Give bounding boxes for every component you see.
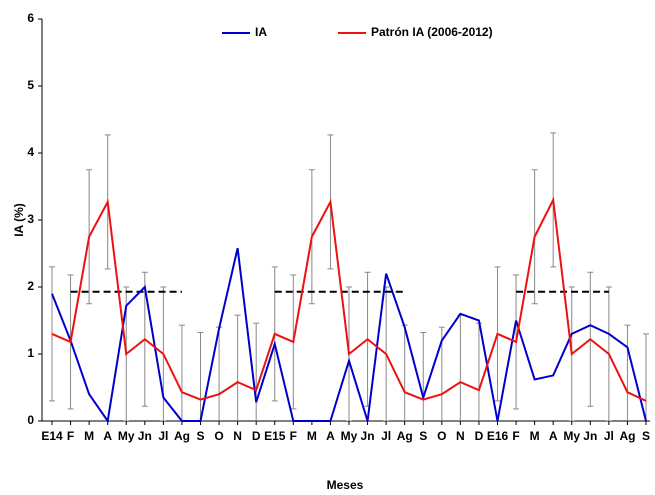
x-tick-label: Jn [583, 429, 597, 443]
x-tick-label: F [290, 429, 297, 443]
legend-label: IA [255, 25, 267, 39]
x-tick-label: A [326, 429, 335, 443]
x-tick-label: O [214, 429, 223, 443]
x-tick-label: Jl [158, 429, 168, 443]
x-tick-label: M [307, 429, 317, 443]
x-tick-label: D [252, 429, 261, 443]
x-tick-label: Jl [604, 429, 614, 443]
x-tick-label: Ag [619, 429, 635, 443]
y-tick-label: 2 [27, 279, 34, 293]
y-tick-label: 1 [27, 346, 34, 360]
y-tick-label: 3 [27, 212, 34, 226]
x-tick-label: N [456, 429, 465, 443]
x-tick-label: Jn [138, 429, 152, 443]
x-tick-label: My [563, 429, 580, 443]
x-tick-label: S [642, 429, 650, 443]
x-tick-label: Jn [361, 429, 375, 443]
y-tick-label: 5 [27, 78, 34, 92]
x-tick-label: F [512, 429, 519, 443]
y-tick-label: 4 [27, 145, 34, 159]
x-tick-label: S [419, 429, 427, 443]
x-tick-label: E14 [41, 429, 63, 443]
x-tick-label: Ag [174, 429, 190, 443]
x-tick-label: A [549, 429, 558, 443]
x-tick-label: M [84, 429, 94, 443]
x-tick-label: My [118, 429, 135, 443]
y-axis-label: IA (%) [12, 203, 26, 237]
x-tick-label: Ag [397, 429, 413, 443]
x-tick-label: F [67, 429, 74, 443]
y-tick-label: 6 [27, 11, 34, 25]
x-tick-label: A [103, 429, 112, 443]
x-tick-label: Jl [381, 429, 391, 443]
x-tick-label: N [233, 429, 242, 443]
series-line [51, 247, 647, 424]
x-tick-label: S [196, 429, 204, 443]
x-tick-label: D [475, 429, 484, 443]
x-tick-label: O [437, 429, 446, 443]
x-tick-label: M [530, 429, 540, 443]
legend-label: Patrón IA (2006-2012) [371, 25, 493, 39]
x-axis-label: Meses [327, 478, 364, 492]
x-tick-label: E15 [264, 429, 286, 443]
x-tick-label: E16 [487, 429, 509, 443]
series-line [51, 196, 647, 402]
y-tick-label: 0 [27, 413, 34, 427]
x-tick-label: My [341, 429, 358, 443]
